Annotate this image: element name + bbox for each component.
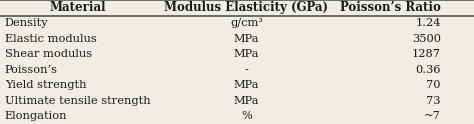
- Text: 3500: 3500: [412, 34, 441, 44]
- Text: %: %: [241, 111, 252, 121]
- Text: 70: 70: [426, 80, 441, 90]
- Text: MPa: MPa: [234, 80, 259, 90]
- Text: Yield strength: Yield strength: [5, 80, 86, 90]
- Text: MPa: MPa: [234, 49, 259, 59]
- Text: MPa: MPa: [234, 96, 259, 106]
- Text: Poisson’s Ratio: Poisson’s Ratio: [340, 1, 441, 14]
- Text: g/cm³: g/cm³: [230, 18, 263, 28]
- Text: 1287: 1287: [412, 49, 441, 59]
- Text: Ultimate tensile strength: Ultimate tensile strength: [5, 96, 150, 106]
- Text: 1.24: 1.24: [415, 18, 441, 28]
- Text: -: -: [245, 65, 248, 75]
- Text: 0.36: 0.36: [415, 65, 441, 75]
- Text: Material: Material: [50, 1, 107, 14]
- Text: Shear modulus: Shear modulus: [5, 49, 92, 59]
- Text: Modulus Elasticity (GPa): Modulus Elasticity (GPa): [164, 1, 328, 14]
- Text: ~7: ~7: [424, 111, 441, 121]
- Text: Elastic modulus: Elastic modulus: [5, 34, 97, 44]
- Text: Density: Density: [5, 18, 48, 28]
- Text: MPa: MPa: [234, 34, 259, 44]
- Text: Poisson’s: Poisson’s: [5, 65, 58, 75]
- Text: 73: 73: [426, 96, 441, 106]
- Text: Elongation: Elongation: [5, 111, 67, 121]
